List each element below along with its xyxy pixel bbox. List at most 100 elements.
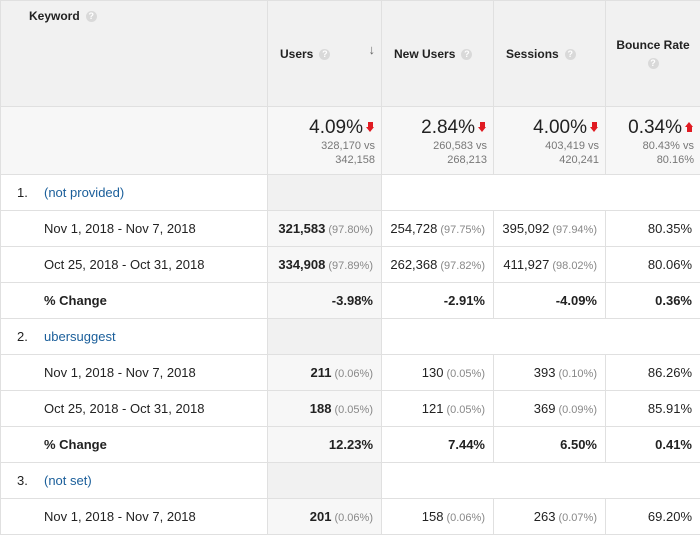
users-spacer-cell xyxy=(268,319,382,355)
sessions-compare-line1: 403,419 vs xyxy=(494,140,599,153)
sessions-cell: 393(0.10%) xyxy=(494,355,606,391)
new-users-cell: 130(0.05%) xyxy=(382,355,494,391)
table-row: Nov 1, 2018 - Nov 7, 2018 211(0.06%) 130… xyxy=(1,355,700,391)
sessions-compare-line2: 420,241 xyxy=(494,154,599,167)
new-users-compare-line2: 268,213 xyxy=(382,154,487,167)
new-users-share: (0.05%) xyxy=(446,368,485,380)
help-icon[interactable]: ? xyxy=(319,49,330,60)
keyword-cell: 2.ubersuggest xyxy=(1,319,268,355)
arrow-down-icon xyxy=(478,122,487,134)
keyword-cell: 3.(not set) xyxy=(1,463,268,499)
sessions-change-cell: -4.09% xyxy=(494,283,606,319)
new-users-value: 121 xyxy=(422,401,444,416)
new-users-header-label: New Users xyxy=(394,47,455,61)
sessions-share: (0.10%) xyxy=(558,368,597,380)
users-share: (0.05%) xyxy=(334,404,373,416)
bounce-rate-cell: 80.35% xyxy=(606,211,700,247)
new-users-cell: 254,728(97.75%) xyxy=(382,211,494,247)
keyword-header-label: Keyword xyxy=(29,9,80,23)
date-range-label: Nov 1, 2018 - Nov 7, 2018 xyxy=(1,499,268,535)
table-row: Oct 25, 2018 - Oct 31, 2018 334,908(97.8… xyxy=(1,247,700,283)
users-column-header[interactable]: Users? ↓ xyxy=(268,1,382,107)
header-row: Keyword? Users? ↓ New Users? Sessions? Bo… xyxy=(1,1,700,107)
empty-cell xyxy=(382,175,700,211)
new-users-cell: 262,368(97.82%) xyxy=(382,247,494,283)
row-number: 3. xyxy=(17,473,44,488)
users-change-cell: 12.23% xyxy=(268,427,382,463)
sessions-column-header[interactable]: Sessions? xyxy=(494,1,606,107)
sessions-header-label: Sessions xyxy=(506,47,559,61)
new-users-value: 262,368 xyxy=(390,257,437,272)
date-range-label: Oct 25, 2018 - Oct 31, 2018 xyxy=(1,391,268,427)
bounce-rate-cell: 85.91% xyxy=(606,391,700,427)
new-users-change-pct: 2.84% xyxy=(421,117,475,139)
users-cell: 211(0.06%) xyxy=(268,355,382,391)
users-compare-line1: 328,170 vs xyxy=(268,140,375,153)
table-row: Nov 1, 2018 - Nov 7, 2018 321,583(97.80%… xyxy=(1,211,700,247)
bounce-total-cell: 0.34% 80.43% vs 80.16% xyxy=(606,107,700,175)
row-number: 1. xyxy=(17,185,44,200)
date-range-label: Oct 25, 2018 - Oct 31, 2018 xyxy=(1,247,268,283)
bounce-rate-header-label: Bounce Rate xyxy=(606,38,700,52)
users-header-label: Users xyxy=(280,47,313,61)
sessions-share: (98.02%) xyxy=(552,260,597,272)
users-spacer-cell xyxy=(268,463,382,499)
users-value: 188 xyxy=(310,401,332,416)
percent-change-row: % Change -3.98% -2.91% -4.09% 0.36% xyxy=(1,283,700,319)
help-icon[interactable]: ? xyxy=(648,58,659,69)
bounce-rate-cell: 86.26% xyxy=(606,355,700,391)
arrow-up-icon xyxy=(685,122,694,134)
users-change-pct: 4.09% xyxy=(309,117,363,139)
new-users-share: (97.75%) xyxy=(440,224,485,236)
keyword-group-row: 2.ubersuggest xyxy=(1,319,700,355)
date-range-label: Nov 1, 2018 - Nov 7, 2018 xyxy=(1,211,268,247)
users-value: 321,583 xyxy=(278,221,325,236)
help-icon[interactable]: ? xyxy=(461,49,472,60)
keyword-link[interactable]: (not provided) xyxy=(44,185,124,200)
users-cell: 321,583(97.80%) xyxy=(268,211,382,247)
sessions-value: 369 xyxy=(534,401,556,416)
bounce-change-pct: 0.34% xyxy=(628,117,682,139)
sessions-total-cell: 4.00% 403,419 vs 420,241 xyxy=(494,107,606,175)
bounce-rate-cell: 80.06% xyxy=(606,247,700,283)
sessions-value: 393 xyxy=(534,365,556,380)
new-users-total-cell: 2.84% 260,583 vs 268,213 xyxy=(382,107,494,175)
new-users-share: (0.05%) xyxy=(446,404,485,416)
users-change-cell: -3.98% xyxy=(268,283,382,319)
totals-row: 4.09% 328,170 vs 342,158 2.84% 260,583 v… xyxy=(1,107,700,175)
empty-cell xyxy=(382,319,700,355)
sessions-share: (0.09%) xyxy=(558,404,597,416)
sessions-cell: 263(0.07%) xyxy=(494,499,606,535)
arrow-down-icon xyxy=(590,122,599,134)
help-icon[interactable]: ? xyxy=(565,49,576,60)
users-spacer-cell xyxy=(268,175,382,211)
help-icon[interactable]: ? xyxy=(86,11,97,22)
date-range-label: Nov 1, 2018 - Nov 7, 2018 xyxy=(1,355,268,391)
sessions-share: (0.07%) xyxy=(558,512,597,524)
percent-change-label: % Change xyxy=(1,283,268,319)
new-users-column-header[interactable]: New Users? xyxy=(382,1,494,107)
keyword-group-row: 3.(not set) xyxy=(1,463,700,499)
sessions-share: (97.94%) xyxy=(552,224,597,236)
keyword-group-row: 1.(not provided) xyxy=(1,175,700,211)
percent-change-row: % Change 12.23% 7.44% 6.50% 0.41% xyxy=(1,427,700,463)
users-cell: 188(0.05%) xyxy=(268,391,382,427)
percent-change-label: % Change xyxy=(1,427,268,463)
users-share: (0.06%) xyxy=(334,368,373,380)
users-cell: 201(0.06%) xyxy=(268,499,382,535)
sessions-cell: 395,092(97.94%) xyxy=(494,211,606,247)
keyword-link[interactable]: (not set) xyxy=(44,473,92,488)
users-share: (97.80%) xyxy=(328,224,373,236)
new-users-compare-line1: 260,583 vs xyxy=(382,140,487,153)
keyword-link[interactable]: ubersuggest xyxy=(44,329,116,344)
sessions-change-pct: 4.00% xyxy=(533,117,587,139)
bounce-rate-column-header[interactable]: Bounce Rate? xyxy=(606,1,700,107)
new-users-share: (0.06%) xyxy=(446,512,485,524)
users-share: (97.89%) xyxy=(328,260,373,272)
sessions-value: 411,927 xyxy=(503,257,549,272)
sort-descending-icon[interactable]: ↓ xyxy=(369,42,376,57)
keyword-column-header[interactable]: Keyword? xyxy=(1,1,268,107)
new-users-change-cell: 7.44% xyxy=(382,427,494,463)
bounce-compare-line1: 80.43% vs xyxy=(606,140,694,153)
users-compare-line2: 342,158 xyxy=(268,154,375,167)
